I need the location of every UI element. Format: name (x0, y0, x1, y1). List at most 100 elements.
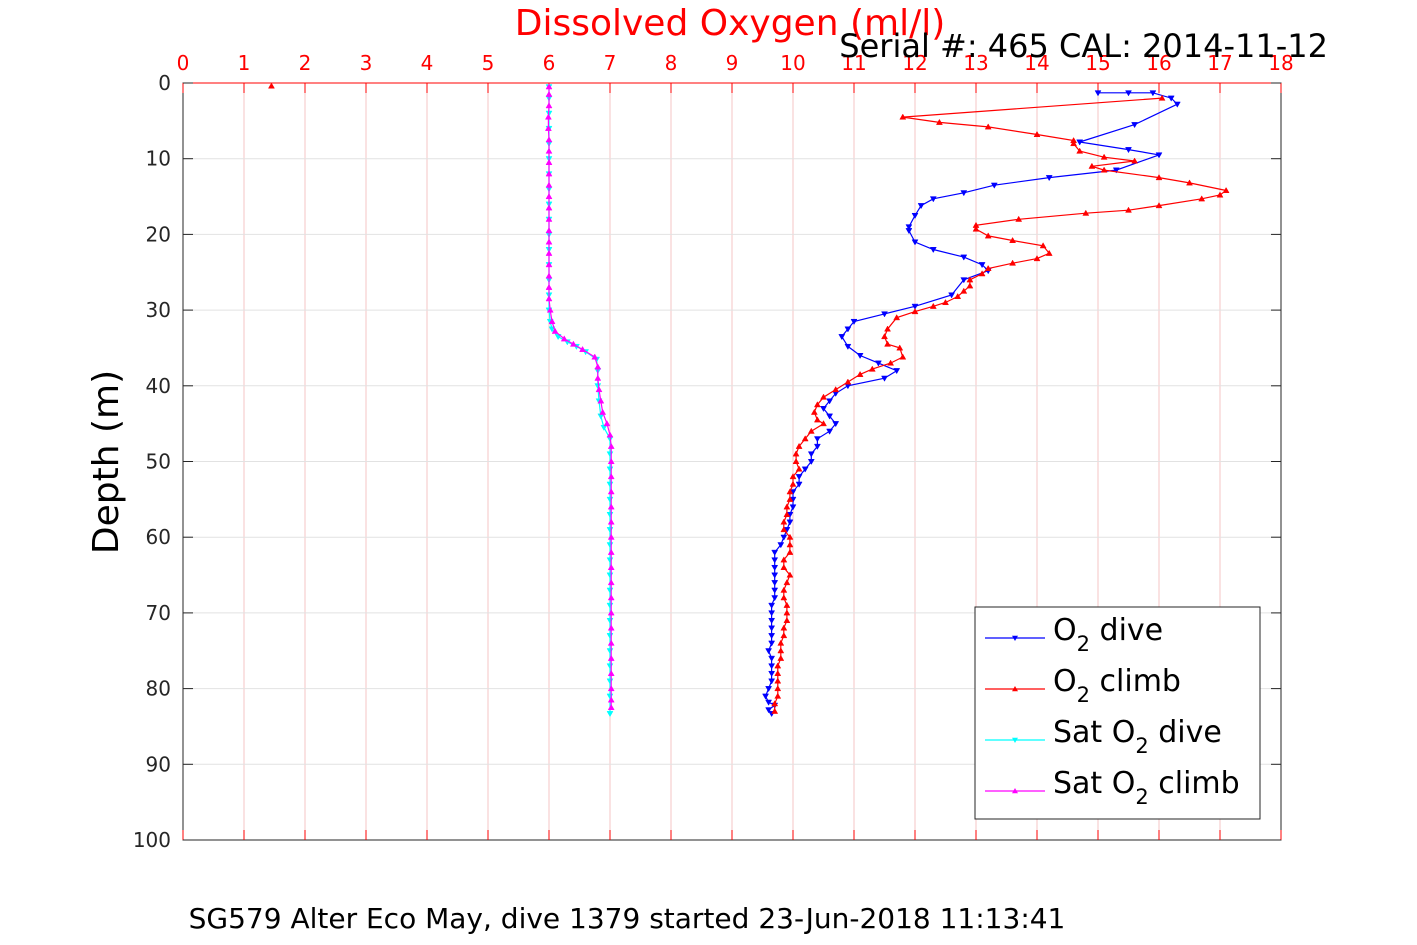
data-point (768, 670, 776, 677)
data-point (1033, 255, 1041, 262)
data-point (774, 669, 782, 676)
data-point (990, 182, 998, 189)
legend-label-suffix: dive (1149, 715, 1222, 750)
data-point (1100, 153, 1108, 160)
data-point (780, 624, 788, 631)
data-point (607, 442, 615, 449)
x-tick-label: 4 (421, 51, 434, 75)
data-point (783, 609, 791, 616)
data-point (545, 283, 553, 290)
legend-label-subscript: 2 (1077, 683, 1090, 707)
x-tick-label: 11 (841, 51, 866, 75)
x-tick-label: 17 (1207, 51, 1232, 75)
data-point (771, 572, 779, 579)
data-point (795, 474, 803, 481)
data-point (560, 335, 568, 342)
data-point (893, 368, 901, 375)
x-tick-label: 6 (543, 51, 556, 75)
data-point (607, 533, 615, 540)
data-point (607, 685, 615, 692)
data-point (1158, 94, 1166, 101)
data-point (607, 696, 615, 703)
x-tick-label: 2 (299, 51, 312, 75)
data-point (1131, 122, 1139, 129)
data-point (813, 443, 821, 450)
data-point (603, 420, 611, 427)
data-point (607, 457, 615, 464)
legend-label-prefix: Sat O (1053, 715, 1135, 750)
data-point (607, 518, 615, 525)
data-point (795, 442, 803, 449)
data-point (607, 669, 615, 676)
data-point (826, 413, 834, 420)
data-point (777, 654, 785, 661)
data-point (917, 203, 925, 210)
data-point (899, 353, 907, 360)
data-point (768, 625, 776, 632)
data-point (1076, 147, 1084, 154)
data-point (1155, 152, 1163, 159)
x-tick-label: 5 (482, 51, 495, 75)
legend-entry-3: Sat O2 climb (985, 766, 1240, 809)
data-point (813, 416, 821, 423)
series-3 (544, 83, 615, 711)
data-point (881, 375, 888, 382)
data-point (771, 707, 779, 714)
data-point (1167, 95, 1175, 102)
legend-marker (1012, 635, 1018, 641)
data-point (929, 302, 937, 309)
x-tick-label: 1 (238, 51, 251, 75)
data-point (607, 579, 615, 586)
data-point (1082, 209, 1090, 216)
x-tick-label: 18 (1268, 51, 1293, 75)
data-point (597, 397, 605, 404)
legend-label-prefix: Sat O (1053, 766, 1135, 801)
data-point (780, 632, 788, 639)
data-point (844, 343, 852, 350)
data-point (545, 102, 553, 109)
data-point (765, 686, 773, 693)
data-point (607, 503, 615, 510)
data-point (844, 378, 852, 385)
legend-entry-2: Sat O2 dive (985, 715, 1222, 758)
data-point (807, 427, 815, 434)
data-point (1173, 101, 1181, 108)
data-point (268, 82, 275, 89)
x-tick-label: 7 (604, 51, 617, 75)
data-point (545, 158, 553, 165)
data-point (607, 624, 615, 631)
x-tick-label: 13 (963, 51, 988, 75)
data-point (544, 113, 552, 120)
data-point (786, 495, 794, 502)
data-point (545, 238, 553, 245)
data-point (783, 579, 791, 586)
data-point (984, 264, 992, 271)
data-point (1198, 195, 1206, 202)
data-point (771, 549, 779, 556)
legend-label: Sat O2 climb (1053, 766, 1240, 809)
legend-label-suffix: dive (1090, 613, 1163, 648)
data-point (1186, 179, 1193, 186)
data-point (1094, 90, 1102, 97)
y-tick-label: 80 (146, 677, 171, 701)
data-point (780, 526, 788, 533)
x-tick-label: 14 (1024, 51, 1049, 75)
data-point (801, 435, 809, 442)
data-point (545, 295, 553, 302)
data-point (768, 678, 776, 685)
legend-marker (1012, 737, 1018, 743)
data-point (1125, 147, 1132, 154)
data-point (826, 398, 834, 405)
data-point (780, 563, 788, 570)
data-point (545, 249, 553, 256)
data-point (777, 639, 785, 646)
data-point (548, 317, 556, 324)
data-point (935, 118, 943, 125)
data-point (771, 595, 779, 602)
legend-label-subscript: 2 (1077, 632, 1090, 656)
data-point (607, 563, 615, 570)
legend-entry-0: O2 dive (985, 613, 1163, 656)
y-tick-label: 20 (146, 222, 171, 246)
x-tick-label: 16 (1146, 51, 1171, 75)
data-point (551, 327, 559, 334)
